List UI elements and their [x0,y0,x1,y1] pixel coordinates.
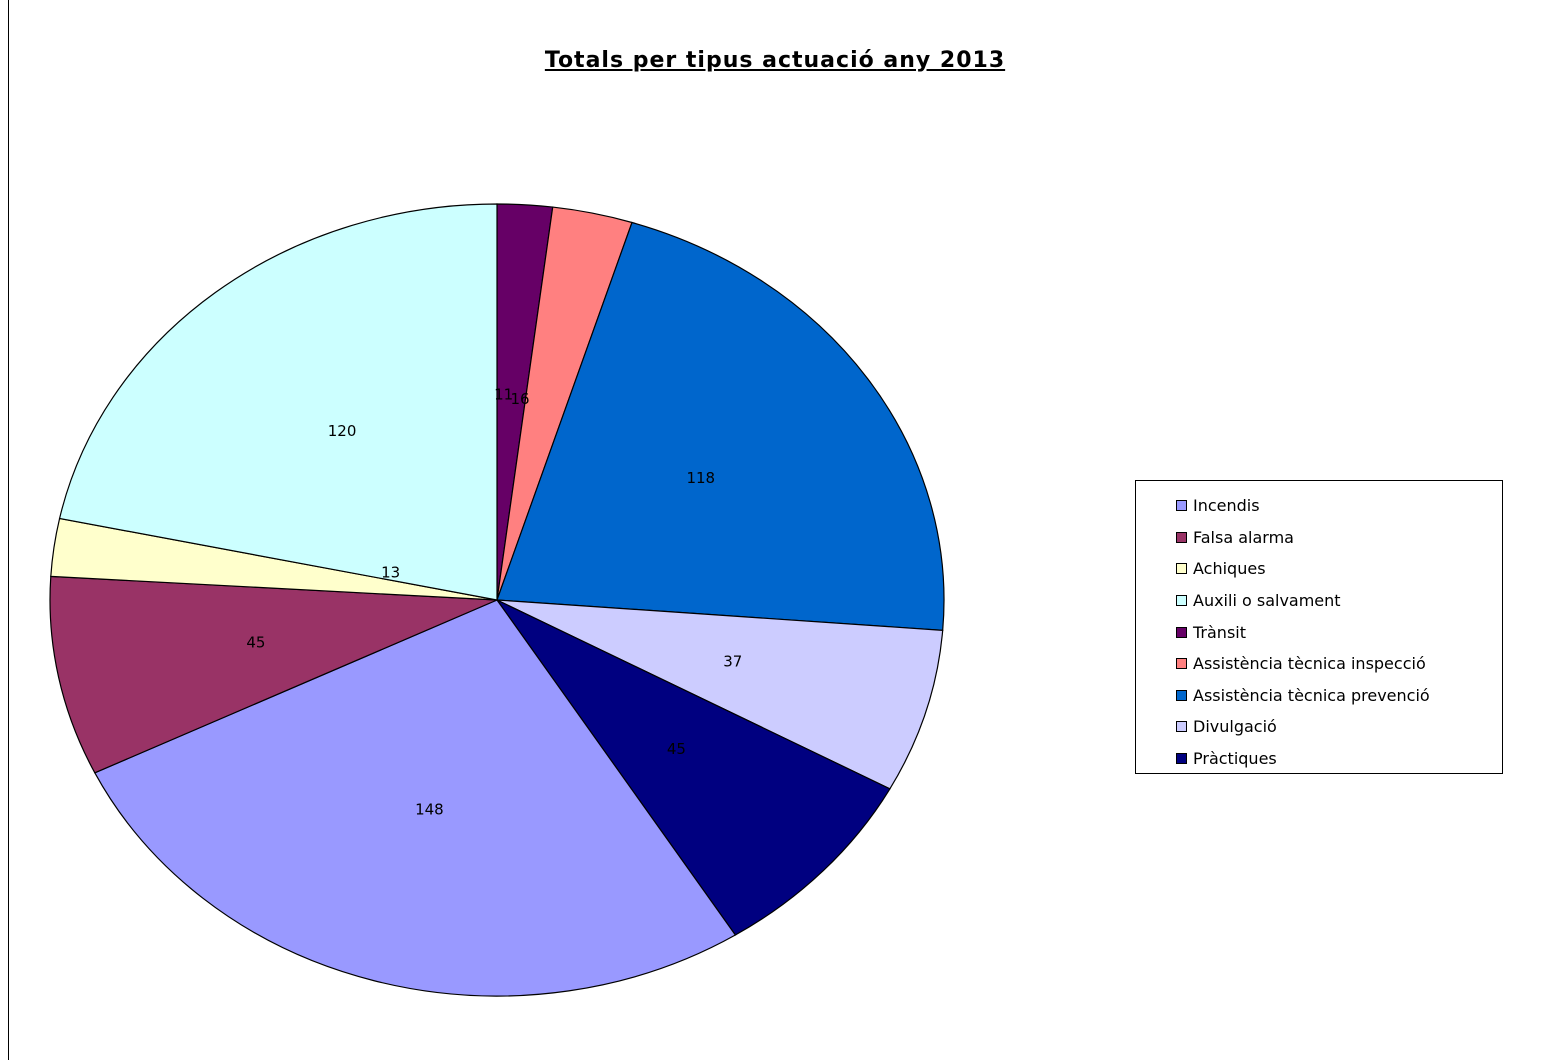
pie-slice-incendis [93,599,737,997]
data-label-divulgaci-: 37 [723,653,742,671]
legend-item: Falsa alarma [1136,522,1502,554]
legend-label: Trànsit [1193,622,1246,642]
legend-item: Assistència tècnica prevenció [1136,680,1502,712]
legend-label: Auxili o salvament [1193,591,1341,611]
data-label-pr-ctiques: 45 [667,740,686,758]
legend-item: Pràctiques [1136,743,1502,775]
pie-slice-falsa-alarma [49,575,498,774]
pie-slice-divulgaci- [496,599,944,790]
data-label-auxili-o-salvament: 120 [328,422,357,440]
legend-label: Pràctiques [1193,749,1277,769]
pie-slice-assist-ncia-t-cnica-prevenci- [496,221,945,631]
legend-item: Assistència tècnica inspecció [1136,648,1502,680]
pie-slices [49,203,945,997]
legend-swatch [1176,626,1187,638]
legend-label: Assistència tècnica prevenció [1193,685,1430,705]
legend-swatch [1176,595,1187,607]
legend-swatch [1176,721,1187,733]
legend-swatch [1176,753,1187,765]
legend-item: Auxili o salvament [1136,585,1502,617]
legend-label: Assistència tècnica inspecció [1193,654,1426,674]
legend-item: Trànsit [1136,616,1502,648]
data-label-tr-nsit: 11 [494,386,513,404]
legend-label: Divulgació [1193,717,1277,737]
legend-swatch [1176,500,1187,512]
legend-item: Divulgació [1136,711,1502,743]
data-label-assist-ncia-t-cnica-prevenci-: 118 [686,469,715,487]
legend-swatch [1176,658,1187,670]
data-label-assist-ncia-t-cnica-inspecci-: 16 [510,390,529,408]
legend-item: Achiques [1136,553,1502,585]
pie-slice-auxili-o-salvament [58,203,498,601]
legend-label: Falsa alarma [1193,527,1294,547]
legend-swatch [1176,531,1187,543]
data-label-incendis: 148 [415,800,444,818]
chart-title: Totals per tipus actuació any 2013 [544,48,1006,73]
legend-item: Incendis [1136,490,1502,522]
legend-swatch [1176,563,1187,575]
legend-label: Achiques [1193,559,1266,579]
legend-swatch [1176,689,1187,701]
left-border-line [8,0,9,1060]
pie-slice-pr-ctiques [496,599,891,936]
chart-legend: Incendis Falsa alarma Achiques Auxili o sal… [1135,480,1503,774]
legend-label: Incendis [1193,496,1260,516]
data-label-achiques: 13 [381,564,400,582]
data-label-falsa-alarma: 45 [246,633,265,651]
